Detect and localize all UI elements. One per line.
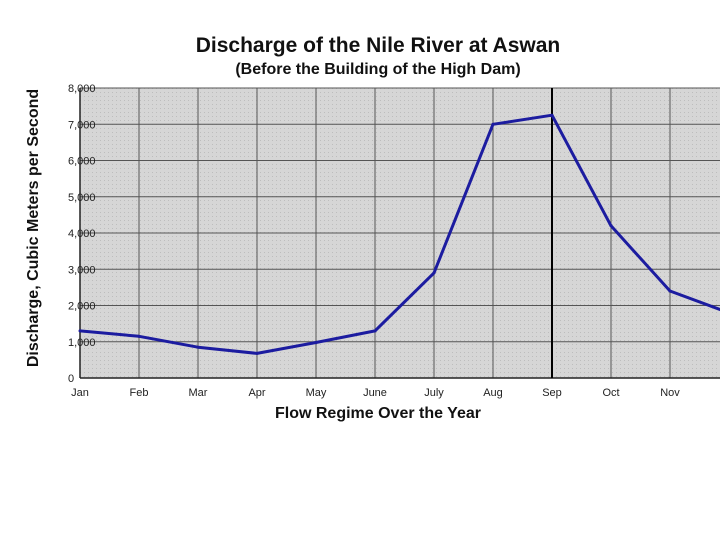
x-tick-label: Feb <box>130 387 149 399</box>
y-tick-label: 6,000 <box>68 156 96 168</box>
y-tick-label: 1,000 <box>68 337 96 349</box>
chart-subtitle: (Before the Building of the High Dam) <box>235 61 520 78</box>
data-point <box>432 271 436 275</box>
y-tick-label: 5,000 <box>68 192 96 204</box>
x-axis-ticks: Jan Feb Mar Apr May June July Aug Sep Oct Nov <box>71 387 680 399</box>
y-tick-label: 0 <box>68 373 74 385</box>
x-tick-label: July <box>424 387 444 399</box>
data-point <box>137 334 141 338</box>
x-tick-label: Aug <box>483 387 503 399</box>
data-point <box>491 122 495 126</box>
data-point <box>255 351 259 355</box>
data-point <box>668 289 672 293</box>
data-point <box>609 224 613 228</box>
x-tick-label: Sep <box>542 387 562 399</box>
y-tick-label: 3,000 <box>68 264 96 276</box>
x-axis-label: Flow Regime Over the Year <box>275 405 481 422</box>
chart-title: Discharge of the Nile River at Aswan <box>196 34 561 57</box>
data-point <box>373 329 377 333</box>
series-layer <box>78 113 720 355</box>
y-tick-label: 7,000 <box>68 119 96 131</box>
data-point <box>78 329 82 333</box>
y-axis-label: Discharge, Cubic Meters per Second <box>25 89 42 367</box>
data-point <box>314 340 318 344</box>
x-tick-label: Apr <box>248 387 265 399</box>
x-tick-label: May <box>306 387 327 399</box>
data-point <box>550 113 554 117</box>
series-line <box>80 113 720 355</box>
y-axis-ticks: 0 1,000 2,000 3,000 4,000 5,000 6,000 7,000 8,00… <box>68 83 96 385</box>
x-tick-label: Nov <box>660 387 680 399</box>
y-tick-label: 4,000 <box>68 228 96 240</box>
y-tick-label: 8,000 <box>68 83 96 95</box>
y-tick-label: 2,000 <box>68 301 96 313</box>
data-point <box>196 345 200 349</box>
grid-lines <box>79 87 720 379</box>
x-tick-label: Oct <box>602 387 619 399</box>
x-tick-label: Mar <box>189 387 208 399</box>
x-tick-label: Jan <box>71 387 89 399</box>
x-tick-label: June <box>363 387 387 399</box>
